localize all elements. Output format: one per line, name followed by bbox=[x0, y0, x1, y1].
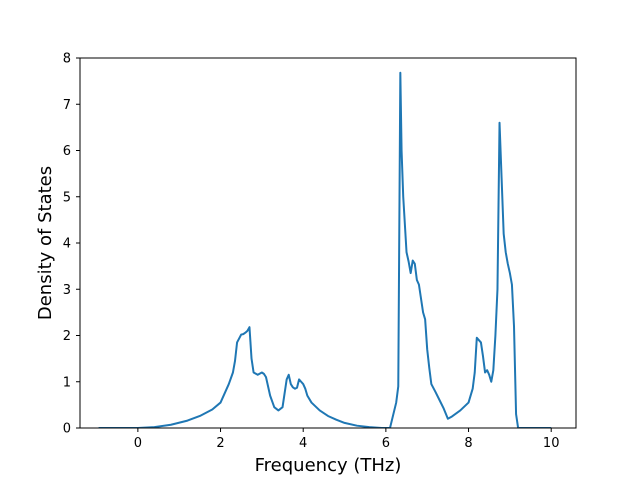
x-axis-title: Frequency (THz) bbox=[255, 455, 402, 476]
x-tick-label: 6 bbox=[382, 436, 390, 451]
y-tick-label: 8 bbox=[63, 52, 71, 67]
y-tick-label: 6 bbox=[63, 144, 71, 159]
y-tick-label: 3 bbox=[63, 283, 71, 298]
plot-area bbox=[98, 71, 552, 428]
x-tick-label: 8 bbox=[464, 436, 472, 451]
x-tick-label: 10 bbox=[543, 436, 560, 451]
y-tick-label: 1 bbox=[63, 375, 71, 390]
dos-series-line bbox=[98, 71, 552, 428]
x-tick-label: 4 bbox=[299, 436, 307, 451]
x-axis-ticks: 0 2 4 6 8 10 bbox=[134, 428, 560, 451]
y-tick-label: 4 bbox=[63, 237, 71, 252]
y-tick-label: 5 bbox=[63, 190, 71, 205]
x-tick-label: 0 bbox=[134, 436, 142, 451]
y-axis-title: Density of States bbox=[35, 166, 56, 320]
y-tick-label: 7 bbox=[63, 98, 71, 113]
y-tick-label: 2 bbox=[63, 329, 71, 344]
y-axis-ticks: 0 1 2 3 4 5 6 7 8 bbox=[63, 52, 80, 437]
y-tick-label: 0 bbox=[63, 422, 71, 437]
x-tick-label: 2 bbox=[216, 436, 224, 451]
